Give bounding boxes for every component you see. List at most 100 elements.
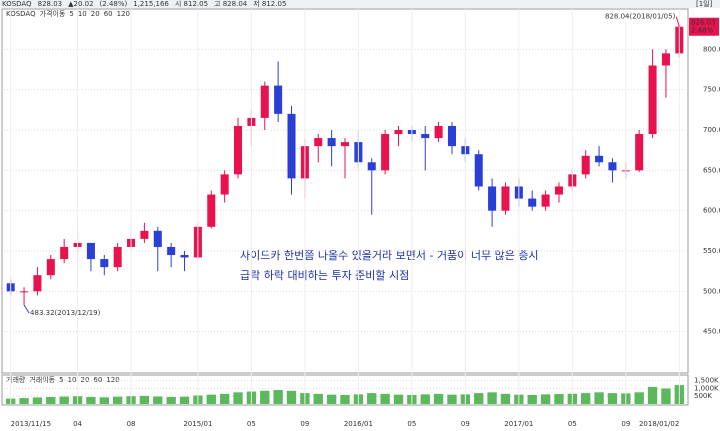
legend-entry: 20 — [91, 10, 100, 18]
candle-body — [367, 162, 376, 171]
min-label: 483.32(2013/12/19) — [30, 309, 101, 317]
volume-bar — [447, 394, 457, 404]
candle-body — [608, 162, 617, 171]
x-tick-label: 04 — [73, 420, 82, 428]
volume-bar — [99, 397, 109, 404]
candle-body — [394, 130, 403, 135]
volume-bar — [166, 397, 176, 404]
y-tick-label: 550.00 — [703, 247, 720, 255]
legend-entry: 20 — [80, 376, 89, 384]
legend-entry: 10 — [68, 376, 77, 384]
candle-body — [180, 255, 189, 258]
volume-bar — [273, 390, 283, 404]
legend-entry: 가격이동 — [40, 9, 66, 18]
y-tick-label: 450.00 — [703, 328, 720, 336]
volume-bar — [367, 393, 377, 404]
candle-body — [167, 246, 176, 256]
legend-entry: 5 — [59, 376, 63, 384]
header-item: (2.48%) — [100, 0, 128, 8]
volume-bar — [86, 397, 96, 404]
header-item: 시 812.05 — [175, 0, 208, 8]
y-tick-label: 500K — [694, 392, 712, 400]
x-tick-label: 2015/01 — [183, 420, 212, 428]
header-item: 1,215,166 — [133, 0, 169, 8]
legend-entry: 거래량 — [6, 375, 26, 384]
legend-entry: 거래이동 — [29, 375, 55, 384]
volume-bar — [474, 393, 484, 404]
y-tick-label: 650.00 — [703, 166, 720, 174]
y-tick-label: 700.00 — [703, 126, 720, 134]
candle-body — [488, 186, 497, 211]
header-item: 저 812.05 — [253, 0, 286, 8]
volume-bar — [206, 394, 216, 404]
x-tick-label: 09 — [300, 420, 309, 428]
candle-body — [474, 154, 483, 187]
volume-bar — [594, 392, 604, 404]
volume-bar — [420, 394, 430, 404]
volume-bar — [340, 394, 350, 404]
volume-bar — [393, 394, 404, 404]
header-item: KOSDAQ — [2, 0, 32, 8]
volume-bar — [634, 392, 644, 404]
header-item: 고 828.04 — [214, 0, 248, 8]
y-tick-label: 800.00 — [703, 45, 720, 53]
candle-body — [287, 113, 296, 179]
price-tag-box — [689, 17, 719, 36]
candle-body — [260, 85, 269, 118]
header-item: ▲20.02 — [68, 0, 93, 8]
volume-panel — [1, 374, 689, 406]
y-tick-label: 1,500K — [694, 377, 719, 385]
volume-bar — [313, 393, 323, 404]
candle-body — [20, 291, 29, 293]
candle-body — [153, 230, 162, 247]
candle-body — [220, 174, 229, 195]
x-tick-label: 09 — [621, 420, 630, 428]
volume-bar — [260, 390, 270, 404]
price-tag: 2.48% — [691, 27, 714, 35]
candle-body — [648, 65, 657, 135]
volume-bar — [487, 392, 497, 404]
volume-bar — [661, 388, 671, 404]
candle-body — [100, 259, 109, 268]
candle-body — [541, 194, 550, 207]
period: [1일] — [696, 0, 713, 8]
y-tick-label: 600.00 — [703, 207, 720, 215]
header-bar — [0, 0, 720, 8]
x-tick-label: 08 — [127, 420, 136, 428]
volume-bar — [46, 397, 56, 404]
candle-body — [140, 230, 149, 239]
candle-body — [595, 155, 604, 163]
x-tick-label: 2017/01 — [504, 420, 533, 428]
candle-body — [274, 85, 283, 114]
candle-body — [33, 275, 42, 292]
y-tick-label: 500.00 — [703, 287, 720, 295]
volume-bar — [153, 396, 163, 404]
volume-bar — [500, 393, 511, 404]
legend-entry: KOSDAQ — [6, 10, 36, 18]
volume-bar — [219, 393, 230, 404]
volume-bar — [380, 393, 390, 404]
candle-body — [661, 53, 670, 66]
legend-entry: 60 — [104, 10, 113, 18]
x-tick-label: 09 — [461, 420, 470, 428]
x-tick-label: 05 — [568, 420, 577, 428]
candle-body — [314, 138, 323, 147]
legend-entry: 60 — [93, 376, 102, 384]
volume-bar — [32, 397, 43, 404]
legend-entry: 120 — [117, 10, 130, 18]
volume-bar — [607, 393, 618, 404]
candle-body — [234, 125, 243, 175]
candle-body — [327, 138, 336, 147]
volume-bar — [286, 390, 297, 404]
legend-entry: 10 — [78, 10, 87, 18]
candle-body — [46, 259, 55, 276]
max-pointer — [675, 16, 680, 27]
candle-body — [421, 134, 430, 139]
volume-bar — [112, 396, 123, 404]
candle-body — [528, 198, 537, 207]
volume-bar — [433, 393, 444, 404]
volume-bar — [139, 395, 150, 404]
volume-bar — [326, 394, 337, 404]
candle-body — [207, 194, 216, 227]
candle-body — [86, 242, 95, 260]
